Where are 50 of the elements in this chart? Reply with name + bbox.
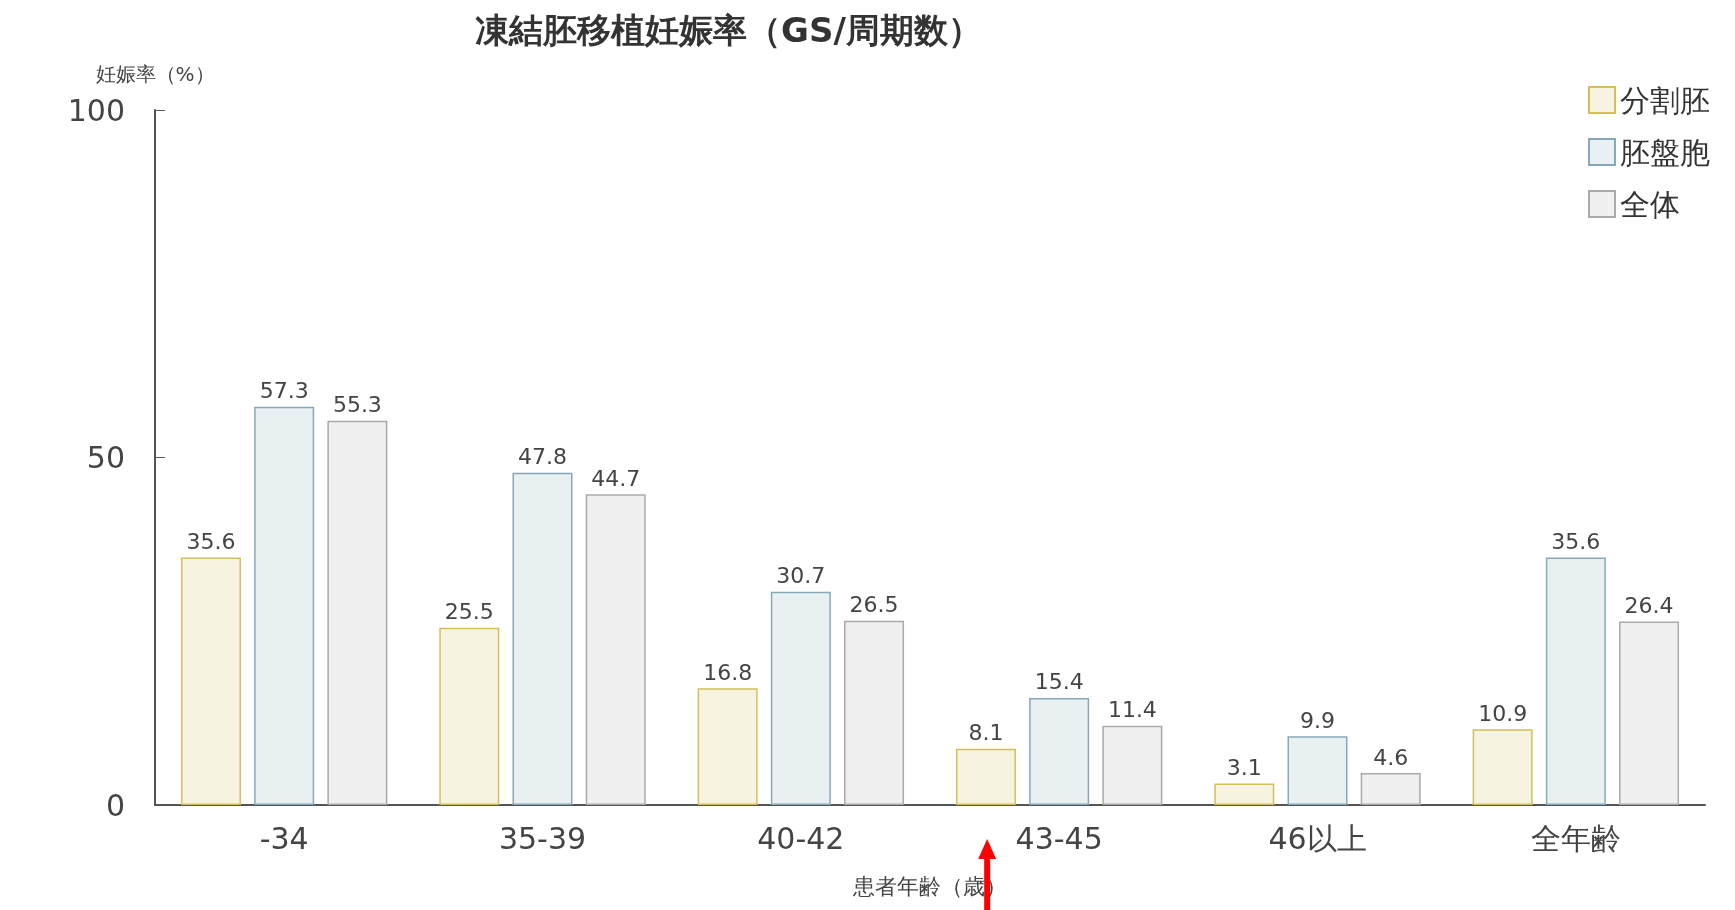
bar: [254, 406, 315, 805]
bar: [697, 688, 758, 805]
data-label: 8.1: [968, 720, 1004, 746]
bar: [512, 472, 573, 805]
bar: [1360, 773, 1421, 805]
bar: [770, 591, 831, 805]
x-tick-label: 43-45: [1015, 820, 1103, 856]
data-label: 26.5: [849, 592, 899, 618]
data-label: 35.6: [1551, 529, 1601, 555]
data-label: 9.9: [1300, 707, 1335, 733]
y-tick-label: 100: [67, 92, 125, 128]
bar: [1287, 736, 1348, 805]
bar: [439, 627, 500, 805]
bar: [1214, 783, 1275, 805]
bar: [327, 420, 388, 805]
data-label: 3.1: [1226, 754, 1262, 780]
data-label: 47.8: [518, 444, 567, 470]
legend-label: 全体: [1620, 186, 1680, 222]
x-tick-label: 35-39: [498, 820, 587, 856]
data-label: 26.4: [1624, 593, 1674, 619]
y-axis-title: 妊娠率（%）: [95, 62, 215, 86]
bar: [585, 494, 646, 805]
data-label: 25.5: [444, 599, 494, 625]
bar: [955, 748, 1016, 805]
bar: [1102, 725, 1163, 805]
data-label: 15.4: [1034, 669, 1084, 695]
legend-label: 胚盤胞: [1620, 134, 1710, 170]
bar: [1472, 729, 1533, 805]
data-label: 11.4: [1107, 697, 1157, 723]
y-tick-label: 50: [86, 440, 125, 475]
bar: [180, 557, 241, 805]
data-label: 55.3: [332, 392, 382, 418]
x-tick-label: -34: [259, 820, 309, 856]
bar: [1029, 697, 1090, 805]
data-label: 16.8: [703, 659, 753, 685]
data-label: 35.6: [186, 529, 236, 555]
chart-title: 凍結胚移植妊娠率（GS/周期数）: [475, 10, 982, 50]
legend-label: 分割胚: [1620, 82, 1710, 118]
y-tick-label: 0: [105, 787, 125, 823]
x-tick-label: 46以上: [1268, 820, 1367, 856]
bar: [1545, 557, 1606, 805]
bar: [1619, 621, 1680, 805]
data-label: 44.7: [591, 465, 641, 491]
data-label: 57.3: [259, 378, 309, 404]
x-tick-label: 全年齢: [1530, 820, 1621, 856]
bar: [844, 620, 905, 805]
data-label: 30.7: [776, 563, 826, 589]
data-label: 4.6: [1373, 744, 1409, 770]
x-tick-label: 40-42: [757, 820, 845, 856]
data-label: 10.9: [1478, 700, 1528, 726]
